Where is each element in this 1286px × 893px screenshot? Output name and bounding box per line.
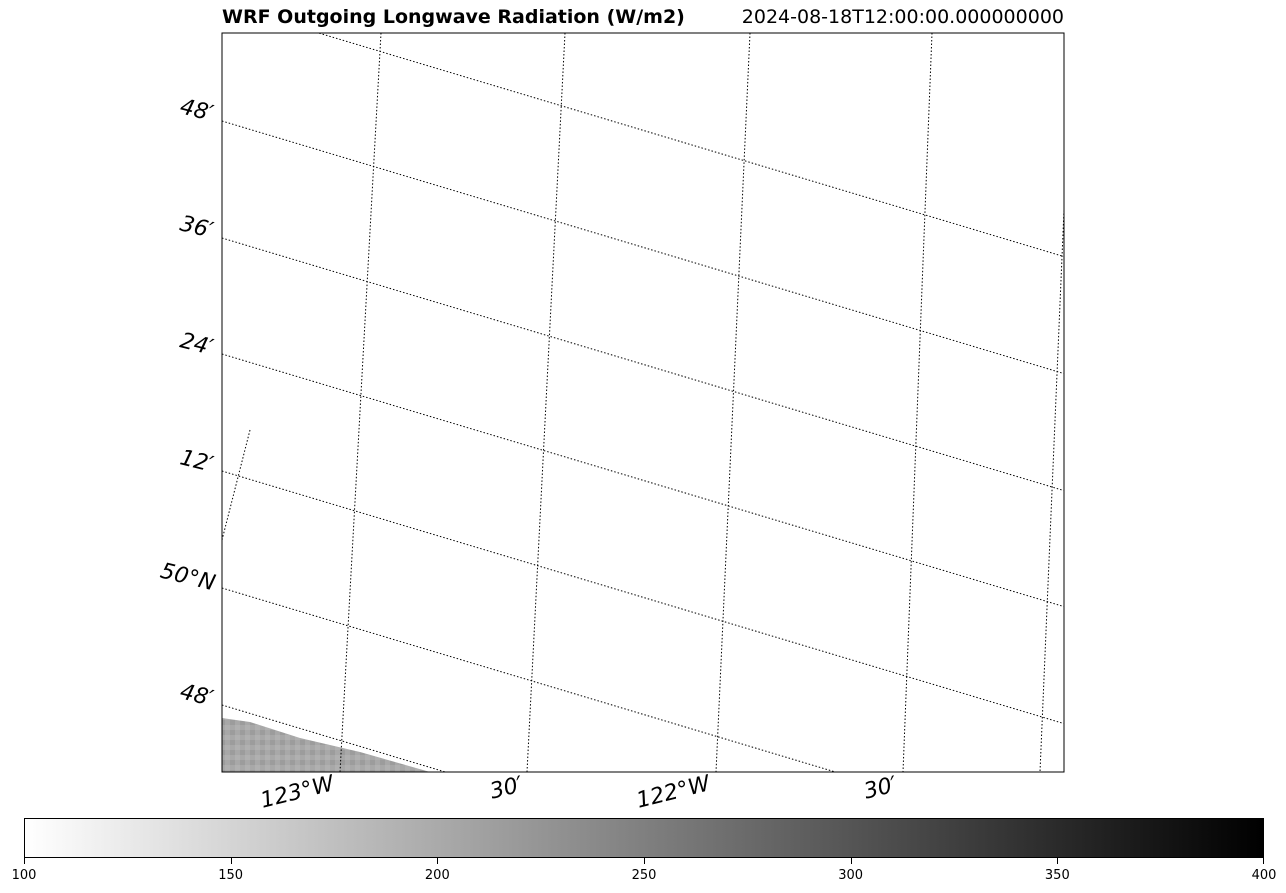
lon-gridline-123w [339, 33, 382, 772]
longitude-gridlines [222, 33, 1064, 772]
lon-gridline-122w [715, 33, 751, 772]
colorbar-tick-label: 400 [1251, 868, 1277, 883]
plot-frame [221, 32, 1065, 773]
lat-gridline-24 [222, 353, 1064, 608]
colorbar-tick [850, 858, 852, 864]
lon-gridline-edge [1039, 209, 1064, 772]
lat-gridline-12 [222, 470, 1064, 725]
latitude-gridlines [222, 33, 1064, 772]
colorbar-tick-label: 100 [11, 868, 37, 883]
colorbar-tick-label: 150 [218, 868, 244, 883]
colorbar-tick [230, 858, 232, 864]
lon-gridline-30a [526, 33, 566, 772]
colorbar-tick-label: 200 [424, 868, 450, 883]
olr-data-patch [222, 718, 430, 772]
colorbar-tick [1057, 858, 1059, 864]
colorbar-tick [24, 858, 25, 864]
lat-gridline-36 [222, 237, 1064, 492]
colorbar-tick [437, 858, 439, 864]
colorbar-tick [1263, 858, 1264, 864]
colorbar-tick-label: 350 [1044, 868, 1070, 883]
lat-gridline-top [316, 33, 1064, 258]
colorbar-tick-label: 250 [631, 868, 657, 883]
lon-gridline-left [222, 429, 251, 541]
colorbar-tick-label: 300 [838, 868, 864, 883]
colorbar [24, 818, 1264, 858]
lon-gridline-30b [902, 33, 933, 772]
lat-gridline-48-upper [222, 120, 1064, 375]
map-title: WRF Outgoing Longwave Radiation (W/m2) [222, 6, 685, 28]
colorbar-tick [644, 858, 645, 864]
map-timestamp: 2024-08-18T12:00:00.000000000 [741, 6, 1064, 28]
